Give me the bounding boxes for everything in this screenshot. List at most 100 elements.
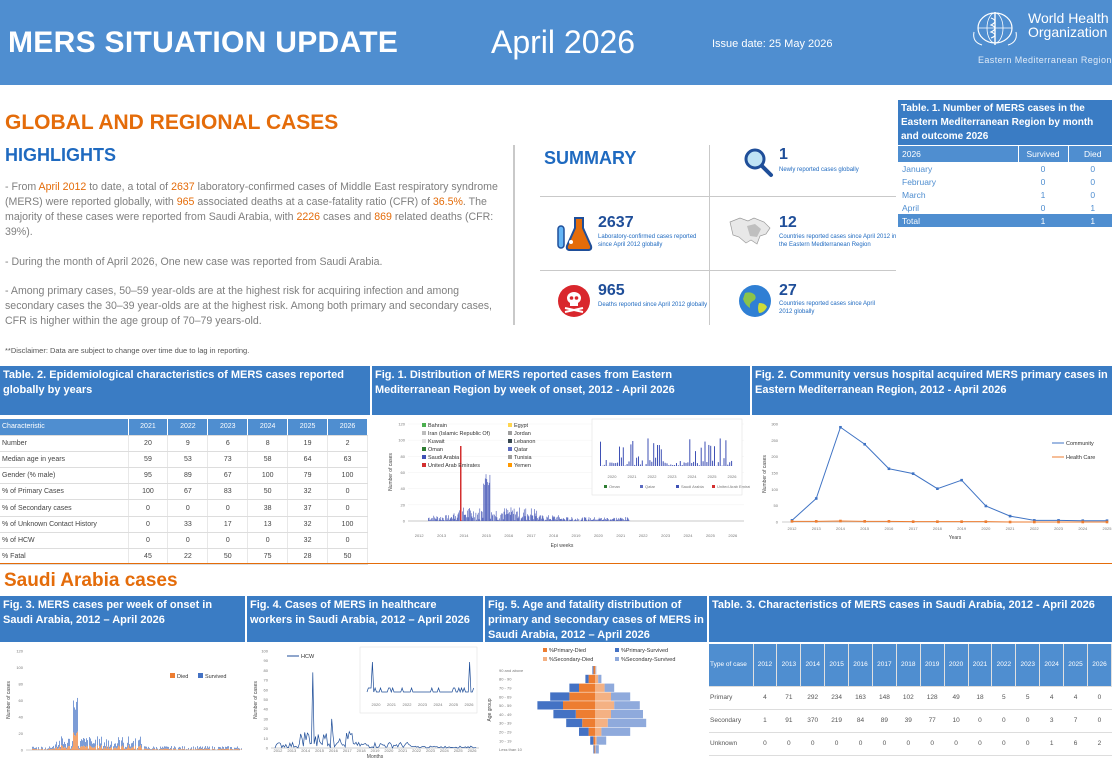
fig1-inset-bar bbox=[666, 463, 668, 466]
fig1-bar bbox=[580, 519, 582, 521]
fig1-year-label: 2021 bbox=[616, 533, 626, 538]
fig1-bar bbox=[487, 482, 488, 521]
fig3-bar-survived bbox=[203, 748, 204, 750]
fig5-bar-primary-died bbox=[569, 692, 595, 701]
fig1-bar bbox=[599, 518, 601, 521]
fig1-bar bbox=[621, 518, 623, 521]
fig1-bar bbox=[581, 518, 583, 521]
fig1-legend-label: Yemen bbox=[514, 463, 531, 469]
fig1-year-label: 2014 bbox=[460, 533, 470, 538]
fig4-inset-year: 2020 bbox=[372, 702, 382, 707]
fig2-title: Fig. 2. Community versus hospital acquir… bbox=[752, 366, 1112, 415]
fig4-year-label: 2021 bbox=[398, 748, 408, 753]
fig3-bar-died bbox=[145, 748, 146, 750]
fig3-bar-died bbox=[123, 747, 124, 750]
fig1-inset-bar bbox=[630, 444, 632, 466]
fig5-age-label: 10 - 19 bbox=[499, 738, 512, 743]
fig2-point bbox=[839, 519, 842, 523]
fig1-legend-label: Qatar bbox=[514, 447, 528, 453]
fig3-bar-died bbox=[148, 748, 149, 750]
fig1-bar bbox=[461, 520, 463, 521]
fig1-inset-bar bbox=[700, 447, 702, 466]
fig5-bar-primary-survived bbox=[592, 666, 594, 675]
fig1-bar bbox=[443, 519, 445, 521]
fig3-bar-died bbox=[63, 747, 64, 750]
fig4-y-tick: 20 bbox=[264, 726, 269, 731]
fig1-inset-bar bbox=[651, 461, 653, 466]
fig3-bar-survived bbox=[179, 746, 180, 749]
fig3-bar-survived bbox=[231, 747, 232, 749]
fig5-bar-primary-survived bbox=[566, 718, 583, 728]
fig3-bar-died bbox=[226, 748, 227, 750]
fig1-bar bbox=[452, 518, 453, 521]
fig1-bar bbox=[454, 518, 456, 521]
fig1-bar bbox=[537, 519, 539, 521]
fig1-bar bbox=[563, 518, 565, 521]
fig3-bar-died bbox=[110, 748, 111, 750]
fig1-bar bbox=[453, 513, 455, 521]
fig3-bar-survived bbox=[111, 741, 112, 747]
fig5-age-label: 30 - 39 bbox=[499, 721, 512, 726]
fig1-inset-bar bbox=[710, 445, 712, 466]
fig4-y-tick: 30 bbox=[264, 716, 269, 721]
fig2-point bbox=[960, 520, 963, 523]
fig3-legend-swatch bbox=[170, 673, 175, 678]
fig3-bar-survived bbox=[227, 746, 228, 749]
fig3-bar-survived bbox=[117, 743, 118, 748]
fig3-bar-survived bbox=[204, 747, 205, 750]
fig3-bar-died bbox=[45, 749, 46, 750]
fig3-bar-survived bbox=[68, 738, 69, 747]
table-row: % Fatal 45 22 50 75 28 50 bbox=[0, 548, 368, 566]
fig1-legend-label: Lebanon bbox=[514, 439, 535, 445]
fig5-bar-secondary-survived bbox=[601, 727, 631, 736]
fig1-bar bbox=[516, 511, 518, 521]
fig3-bar-survived bbox=[167, 746, 168, 749]
table-row: % of HCW 0 0 0 0 32 0 bbox=[0, 532, 368, 550]
fig3-bar-died bbox=[234, 749, 235, 750]
fig3-bar-died bbox=[128, 745, 129, 750]
fig1-bar bbox=[430, 519, 431, 521]
fig3-bar-survived bbox=[118, 737, 119, 746]
saudi-section-title: Saudi Arabia cases bbox=[4, 570, 178, 591]
fig4-year-label: 2014 bbox=[301, 748, 311, 753]
fig1-bar bbox=[584, 517, 585, 521]
fig1-inset-year: 2021 bbox=[628, 474, 638, 479]
fig1-bar bbox=[601, 519, 603, 521]
fig1-legend-label: Tunisia bbox=[514, 455, 532, 461]
fig1-inset-bar bbox=[731, 460, 733, 466]
fig3-bar-died bbox=[195, 749, 196, 750]
fig3-bar-survived bbox=[128, 736, 129, 746]
fig3-bar-survived bbox=[59, 740, 60, 747]
fig1-inset-legend-swatch bbox=[640, 485, 643, 488]
fig3-bar-survived bbox=[201, 747, 202, 750]
fig1-bar bbox=[613, 517, 615, 521]
fig1-y-tick: 0 bbox=[403, 519, 406, 524]
fig1-inset-bar bbox=[712, 460, 714, 466]
table1-header-cell: Died bbox=[1068, 146, 1112, 162]
fig3-bar-survived bbox=[82, 740, 83, 747]
fig1-year-label: 2020 bbox=[594, 533, 604, 538]
fig1-bar bbox=[549, 518, 551, 521]
fig1-bar bbox=[561, 518, 562, 521]
fig1-bar bbox=[604, 517, 605, 521]
fig1-legend-swatch bbox=[508, 423, 512, 427]
fig1-bar bbox=[488, 482, 490, 521]
fig1-inset-bar bbox=[605, 460, 607, 466]
fig3-bar-died bbox=[127, 747, 128, 750]
fig3-bar-died bbox=[141, 747, 142, 750]
fig1-bar bbox=[602, 519, 604, 521]
fig3-bar-survived bbox=[170, 747, 171, 750]
fig1-bar bbox=[618, 518, 619, 521]
fig3-bar-survived bbox=[92, 743, 93, 748]
fig1-bar bbox=[584, 517, 586, 521]
fig3-bar-survived bbox=[95, 739, 96, 747]
fig3-legend-label: Died bbox=[177, 674, 188, 680]
fig3-bar-survived bbox=[57, 746, 58, 749]
fig1-bar bbox=[442, 518, 444, 521]
fig1-inset-bar bbox=[693, 461, 695, 466]
fig1-bar bbox=[483, 483, 484, 521]
fig1-legend-label: Kuwait bbox=[428, 439, 445, 445]
fig1-bar bbox=[595, 520, 597, 521]
fig5-legend-swatch bbox=[543, 648, 547, 652]
fig3-bar-survived bbox=[232, 749, 233, 750]
